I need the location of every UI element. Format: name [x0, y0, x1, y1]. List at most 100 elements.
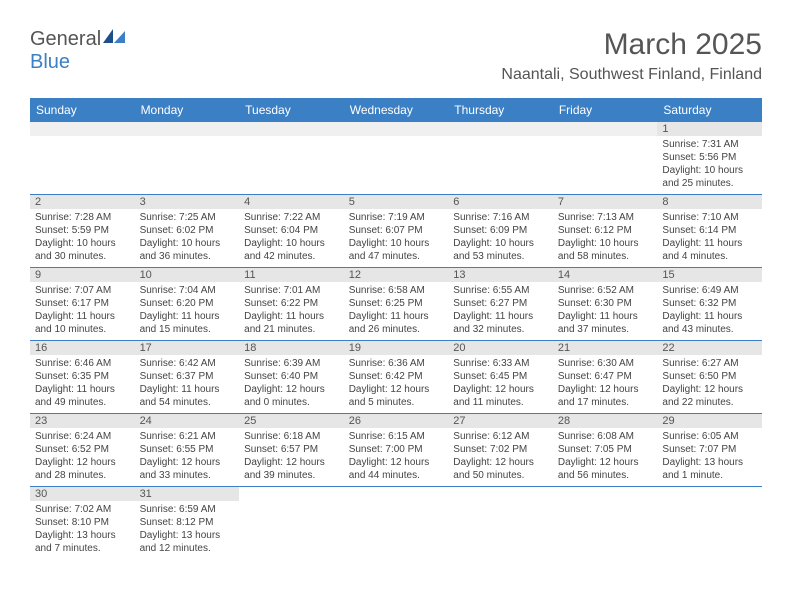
day-number: 7 [553, 195, 658, 209]
daylight-text: Daylight: 10 hours and 47 minutes. [349, 237, 444, 263]
calendar-cell: 21Sunrise: 6:30 AMSunset: 6:47 PMDayligh… [553, 341, 658, 413]
day-info: Sunrise: 6:36 AMSunset: 6:42 PMDaylight:… [344, 355, 449, 413]
daylight-text: Daylight: 10 hours and 25 minutes. [662, 164, 757, 190]
sunrise-text: Sunrise: 6:58 AM [349, 284, 444, 297]
sunrise-text: Sunrise: 7:10 AM [662, 211, 757, 224]
day-info: Sunrise: 6:39 AMSunset: 6:40 PMDaylight:… [239, 355, 344, 413]
calendar-week: 2Sunrise: 7:28 AMSunset: 5:59 PMDaylight… [30, 195, 762, 268]
daylight-text: Daylight: 12 hours and 11 minutes. [453, 383, 548, 409]
day-info: Sunrise: 6:55 AMSunset: 6:27 PMDaylight:… [448, 282, 553, 340]
calendar-cell: 5Sunrise: 7:19 AMSunset: 6:07 PMDaylight… [344, 195, 449, 267]
sunset-text: Sunset: 6:37 PM [140, 370, 235, 383]
daylight-text: Daylight: 12 hours and 22 minutes. [662, 383, 757, 409]
day-info: Sunrise: 7:31 AMSunset: 5:56 PMDaylight:… [657, 136, 762, 194]
sunrise-text: Sunrise: 7:19 AM [349, 211, 444, 224]
calendar-week: 23Sunrise: 6:24 AMSunset: 6:52 PMDayligh… [30, 414, 762, 487]
daylight-text: Daylight: 12 hours and 44 minutes. [349, 456, 444, 482]
day-info: Sunrise: 6:21 AMSunset: 6:55 PMDaylight:… [135, 428, 240, 486]
day-number: 21 [553, 341, 658, 355]
sail-icon [103, 28, 129, 44]
weekday-label: Sunday [30, 98, 135, 122]
day-info: Sunrise: 6:58 AMSunset: 6:25 PMDaylight:… [344, 282, 449, 340]
sunset-text: Sunset: 6:14 PM [662, 224, 757, 237]
day-number-empty [239, 122, 344, 136]
weekday-label: Thursday [448, 98, 553, 122]
calendar-cell: 31Sunrise: 6:59 AMSunset: 8:12 PMDayligh… [135, 487, 240, 559]
day-number: 18 [239, 341, 344, 355]
daylight-text: Daylight: 12 hours and 56 minutes. [558, 456, 653, 482]
day-number-empty [344, 122, 449, 136]
sunset-text: Sunset: 6:20 PM [140, 297, 235, 310]
sunset-text: Sunset: 6:07 PM [349, 224, 444, 237]
calendar-week: 1Sunrise: 7:31 AMSunset: 5:56 PMDaylight… [30, 122, 762, 195]
sunrise-text: Sunrise: 6:46 AM [35, 357, 130, 370]
sunrise-text: Sunrise: 6:42 AM [140, 357, 235, 370]
day-number: 30 [30, 487, 135, 501]
sunset-text: Sunset: 6:27 PM [453, 297, 548, 310]
calendar-cell: 7Sunrise: 7:13 AMSunset: 6:12 PMDaylight… [553, 195, 658, 267]
calendar-cell: 28Sunrise: 6:08 AMSunset: 7:05 PMDayligh… [553, 414, 658, 486]
daylight-text: Daylight: 13 hours and 1 minute. [662, 456, 757, 482]
calendar-cell: 20Sunrise: 6:33 AMSunset: 6:45 PMDayligh… [448, 341, 553, 413]
calendar-cell [448, 487, 553, 559]
sunrise-text: Sunrise: 7:16 AM [453, 211, 548, 224]
day-number: 13 [448, 268, 553, 282]
daylight-text: Daylight: 10 hours and 30 minutes. [35, 237, 130, 263]
day-number: 2 [30, 195, 135, 209]
day-info: Sunrise: 7:25 AMSunset: 6:02 PMDaylight:… [135, 209, 240, 267]
daylight-text: Daylight: 13 hours and 12 minutes. [140, 529, 235, 555]
logo-word-2: Blue [30, 51, 70, 73]
day-info: Sunrise: 6:18 AMSunset: 6:57 PMDaylight:… [239, 428, 344, 486]
sunset-text: Sunset: 7:02 PM [453, 443, 548, 456]
calendar-cell [553, 122, 658, 194]
day-number: 29 [657, 414, 762, 428]
day-info: Sunrise: 6:42 AMSunset: 6:37 PMDaylight:… [135, 355, 240, 413]
calendar-cell: 22Sunrise: 6:27 AMSunset: 6:50 PMDayligh… [657, 341, 762, 413]
logo-text: GeneralBlue [30, 28, 129, 74]
sunrise-text: Sunrise: 7:25 AM [140, 211, 235, 224]
calendar-cell [239, 487, 344, 559]
day-number: 24 [135, 414, 240, 428]
day-number: 23 [30, 414, 135, 428]
calendar-cell [344, 487, 449, 559]
day-number: 1 [657, 122, 762, 136]
sunrise-text: Sunrise: 6:36 AM [349, 357, 444, 370]
daylight-text: Daylight: 10 hours and 42 minutes. [244, 237, 339, 263]
calendar-cell [30, 122, 135, 194]
sunrise-text: Sunrise: 7:01 AM [244, 284, 339, 297]
calendar-week: 16Sunrise: 6:46 AMSunset: 6:35 PMDayligh… [30, 341, 762, 414]
calendar-cell [135, 122, 240, 194]
sunset-text: Sunset: 7:00 PM [349, 443, 444, 456]
calendar-cell: 4Sunrise: 7:22 AMSunset: 6:04 PMDaylight… [239, 195, 344, 267]
sunset-text: Sunset: 6:55 PM [140, 443, 235, 456]
calendar-cell: 15Sunrise: 6:49 AMSunset: 6:32 PMDayligh… [657, 268, 762, 340]
daylight-text: Daylight: 12 hours and 17 minutes. [558, 383, 653, 409]
daylight-text: Daylight: 10 hours and 36 minutes. [140, 237, 235, 263]
day-info: Sunrise: 6:15 AMSunset: 7:00 PMDaylight:… [344, 428, 449, 486]
sunset-text: Sunset: 6:25 PM [349, 297, 444, 310]
calendar-cell: 18Sunrise: 6:39 AMSunset: 6:40 PMDayligh… [239, 341, 344, 413]
sunrise-text: Sunrise: 6:30 AM [558, 357, 653, 370]
calendar-cell: 23Sunrise: 6:24 AMSunset: 6:52 PMDayligh… [30, 414, 135, 486]
title-block: March 2025 Naantali, Southwest Finland, … [501, 28, 762, 88]
sunset-text: Sunset: 7:07 PM [662, 443, 757, 456]
day-number: 11 [239, 268, 344, 282]
calendar-cell [553, 487, 658, 559]
sunrise-text: Sunrise: 7:04 AM [140, 284, 235, 297]
sunset-text: Sunset: 6:22 PM [244, 297, 339, 310]
calendar-cell: 24Sunrise: 6:21 AMSunset: 6:55 PMDayligh… [135, 414, 240, 486]
day-info: Sunrise: 6:46 AMSunset: 6:35 PMDaylight:… [30, 355, 135, 413]
day-number: 16 [30, 341, 135, 355]
sunrise-text: Sunrise: 6:39 AM [244, 357, 339, 370]
calendar-cell: 29Sunrise: 6:05 AMSunset: 7:07 PMDayligh… [657, 414, 762, 486]
day-info: Sunrise: 7:16 AMSunset: 6:09 PMDaylight:… [448, 209, 553, 267]
sunset-text: Sunset: 5:59 PM [35, 224, 130, 237]
daylight-text: Daylight: 10 hours and 53 minutes. [453, 237, 548, 263]
daylight-text: Daylight: 11 hours and 49 minutes. [35, 383, 130, 409]
daylight-text: Daylight: 11 hours and 54 minutes. [140, 383, 235, 409]
sunset-text: Sunset: 6:52 PM [35, 443, 130, 456]
weekday-label: Tuesday [239, 98, 344, 122]
day-number: 3 [135, 195, 240, 209]
day-number-empty [30, 122, 135, 136]
daylight-text: Daylight: 11 hours and 37 minutes. [558, 310, 653, 336]
